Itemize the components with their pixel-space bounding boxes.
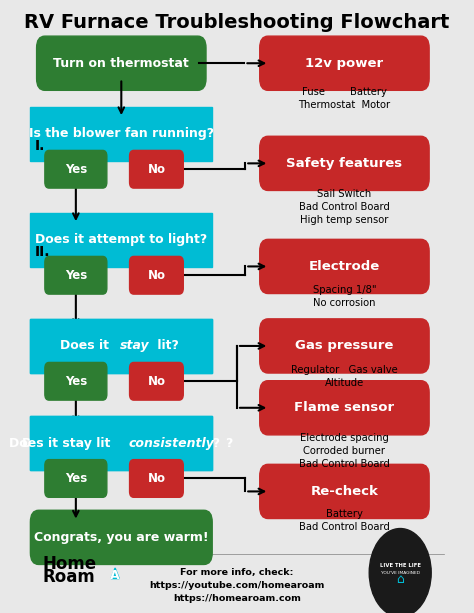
Text: Electrode spacing
Corroded burner
Bad Control Board: Electrode spacing Corroded burner Bad Co… bbox=[299, 433, 390, 469]
Text: Spacing 1/8"
No corrosion: Spacing 1/8" No corrosion bbox=[313, 285, 376, 308]
FancyBboxPatch shape bbox=[30, 107, 212, 161]
FancyBboxPatch shape bbox=[36, 36, 206, 90]
FancyBboxPatch shape bbox=[30, 510, 212, 565]
Text: Flame sensor: Flame sensor bbox=[294, 402, 394, 414]
Text: IV.: IV. bbox=[35, 433, 54, 447]
Text: Yes: Yes bbox=[65, 268, 87, 282]
Text: Does it: Does it bbox=[60, 340, 113, 352]
FancyBboxPatch shape bbox=[30, 416, 212, 470]
Text: Sail Switch
Bad Control Board
High temp sensor: Sail Switch Bad Control Board High temp … bbox=[299, 189, 390, 225]
Polygon shape bbox=[111, 568, 119, 579]
Text: 12v power: 12v power bbox=[305, 57, 383, 70]
FancyBboxPatch shape bbox=[30, 213, 212, 267]
FancyBboxPatch shape bbox=[260, 136, 429, 191]
FancyBboxPatch shape bbox=[30, 319, 212, 373]
FancyBboxPatch shape bbox=[129, 150, 183, 188]
FancyBboxPatch shape bbox=[45, 150, 107, 188]
Text: II.: II. bbox=[35, 245, 50, 259]
Text: consistently: consistently bbox=[128, 436, 214, 449]
Text: No: No bbox=[147, 375, 165, 388]
Text: lit?: lit? bbox=[154, 340, 179, 352]
FancyBboxPatch shape bbox=[129, 362, 183, 400]
Text: Battery
Bad Control Board: Battery Bad Control Board bbox=[299, 509, 390, 532]
Text: Re-check: Re-check bbox=[310, 485, 378, 498]
Text: Yes: Yes bbox=[65, 162, 87, 176]
FancyBboxPatch shape bbox=[260, 36, 429, 90]
FancyBboxPatch shape bbox=[260, 464, 429, 519]
Text: Roam: Roam bbox=[43, 568, 96, 587]
Text: LIVE THE LIFE: LIVE THE LIFE bbox=[380, 563, 421, 568]
FancyBboxPatch shape bbox=[129, 256, 183, 294]
Text: Gas pressure: Gas pressure bbox=[295, 340, 393, 352]
Text: Yes: Yes bbox=[65, 472, 87, 485]
Text: III.: III. bbox=[35, 339, 55, 353]
FancyBboxPatch shape bbox=[129, 460, 183, 497]
FancyBboxPatch shape bbox=[260, 239, 429, 294]
Text: No: No bbox=[147, 162, 165, 176]
Text: Congrats, you are warm!: Congrats, you are warm! bbox=[34, 531, 209, 544]
Text: Is the blower fan running?: Is the blower fan running? bbox=[29, 128, 214, 140]
Text: No: No bbox=[147, 472, 165, 485]
Circle shape bbox=[369, 528, 431, 613]
Text: Does it stay lit consistently?: Does it stay lit consistently? bbox=[22, 436, 220, 449]
Text: For more info, check:
https://youtube.com/homearoam
https://homearoam.com: For more info, check: https://youtube.co… bbox=[149, 568, 325, 603]
FancyBboxPatch shape bbox=[45, 362, 107, 400]
Text: A: A bbox=[110, 569, 120, 582]
Text: I.: I. bbox=[35, 139, 45, 153]
FancyBboxPatch shape bbox=[45, 256, 107, 294]
Text: Does it attempt to light?: Does it attempt to light? bbox=[35, 234, 208, 246]
Text: No: No bbox=[147, 268, 165, 282]
Text: Does it stay lit?: Does it stay lit? bbox=[67, 340, 176, 352]
FancyBboxPatch shape bbox=[260, 319, 429, 373]
Text: ?: ? bbox=[225, 436, 232, 449]
Text: Yes: Yes bbox=[65, 375, 87, 388]
Text: YOU'VE IMAGINED: YOU'VE IMAGINED bbox=[381, 571, 419, 575]
FancyBboxPatch shape bbox=[45, 460, 107, 497]
Text: stay: stay bbox=[120, 340, 150, 352]
Text: Does it stay lit: Does it stay lit bbox=[9, 436, 115, 449]
Text: Fuse        Battery
Thermostat  Motor: Fuse Battery Thermostat Motor bbox=[298, 87, 391, 110]
Text: Home: Home bbox=[43, 555, 97, 573]
Text: Electrode: Electrode bbox=[309, 260, 380, 273]
Text: Safety features: Safety features bbox=[286, 157, 402, 170]
Text: Regulator   Gas valve
Altitude: Regulator Gas valve Altitude bbox=[291, 365, 398, 388]
FancyBboxPatch shape bbox=[260, 381, 429, 435]
Text: ⌂: ⌂ bbox=[396, 573, 404, 586]
Text: Turn on thermostat: Turn on thermostat bbox=[54, 57, 189, 70]
FancyBboxPatch shape bbox=[30, 416, 212, 470]
FancyBboxPatch shape bbox=[30, 319, 212, 373]
Text: RV Furnace Troubleshooting Flowchart: RV Furnace Troubleshooting Flowchart bbox=[24, 12, 450, 31]
